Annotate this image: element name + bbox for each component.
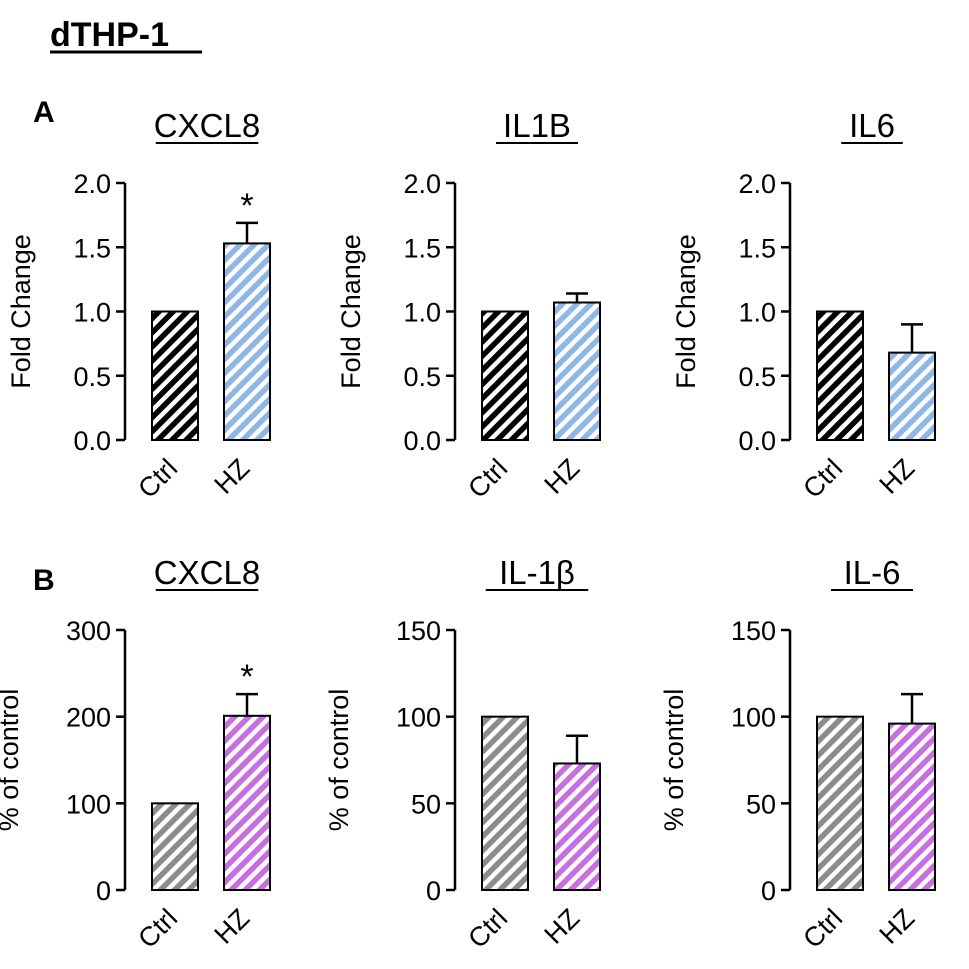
bar-ctrl <box>481 715 529 892</box>
chart-title: CXCL8 <box>154 554 260 591</box>
y-tick-label: 2.0 <box>73 169 111 199</box>
category-label: HZ <box>874 903 921 950</box>
y-tick-label: 50 <box>411 789 441 819</box>
category-label: Ctrl <box>797 903 848 954</box>
y-tick-label: 300 <box>66 616 111 646</box>
y-tick-label: 150 <box>731 616 776 646</box>
y-axis-label: % of control <box>0 689 24 832</box>
chart-b-2: IL-1β 0 50 100 150 % of control Ctrl HZ <box>324 554 601 954</box>
y-tick-label: 1.5 <box>403 233 441 263</box>
y-tick-label: 1.0 <box>73 298 111 328</box>
category-label: Ctrl <box>132 903 183 954</box>
bar-ctrl <box>816 715 864 892</box>
y-tick-label: 2.0 <box>403 169 441 199</box>
category-label: HZ <box>209 453 256 500</box>
bar-ctrl <box>481 310 529 441</box>
y-axis-label: Fold Change <box>6 234 36 389</box>
chart-a-2: IL1B 0.0 0.5 1.0 1.5 2.0 Fold Change Ctrl HZ <box>336 107 601 504</box>
y-axis-label: Fold Change <box>336 234 366 389</box>
y-axis-label: Fold Change <box>671 234 701 389</box>
y-tick-label: 0 <box>761 876 776 906</box>
chart-b-3: IL-6 0 50 100 150 % of control Ctrl HZ <box>659 554 936 954</box>
y-tick-label: 1.5 <box>73 233 111 263</box>
y-tick-label: 100 <box>66 789 111 819</box>
bar-ctrl <box>151 310 199 441</box>
panel-label-a: A <box>33 96 55 129</box>
y-axis-label: % of control <box>324 689 354 832</box>
bar-ctrl <box>816 310 864 441</box>
significance-marker: * <box>240 658 253 696</box>
figure-title: dTHP-1 <box>50 16 169 54</box>
chart-b-1: CXCL8 0 100 200 300 % of control Ctrl * HZ <box>0 554 271 954</box>
y-tick-label: 50 <box>746 789 776 819</box>
y-tick-label: 0.5 <box>73 362 111 392</box>
y-tick-label: 0 <box>426 876 441 906</box>
y-tick-label: 200 <box>66 703 111 733</box>
category-label: Ctrl <box>462 903 513 954</box>
category-label: HZ <box>539 903 586 950</box>
category-label: HZ <box>874 453 921 500</box>
bar-ctrl <box>151 802 199 891</box>
bar-hz <box>223 242 271 441</box>
bar-hz <box>553 301 601 441</box>
chart-title: CXCL8 <box>154 107 260 144</box>
category-label: HZ <box>539 453 586 500</box>
y-tick-label: 150 <box>396 616 441 646</box>
y-tick-label: 0.0 <box>403 426 441 456</box>
bar-hz <box>223 714 271 891</box>
panel-label-b: B <box>33 564 55 597</box>
chart-title: IL-6 <box>844 554 901 591</box>
chart-a-3: IL6 0.0 0.5 1.0 1.5 2.0 Fold Change Ctrl HZ <box>671 107 936 504</box>
chart-a-1: CXCL8 0.0 0.5 1.0 1.5 2.0 Fold Change Ctrl * HZ <box>6 107 271 504</box>
chart-title: IL1B <box>503 107 571 144</box>
chart-title: IL-1β <box>499 554 575 591</box>
y-tick-label: 1.5 <box>738 233 776 263</box>
y-tick-label: 100 <box>396 703 441 733</box>
bar-hz <box>553 762 601 892</box>
y-tick-label: 1.0 <box>738 298 776 328</box>
bar-hz <box>888 351 936 441</box>
y-tick-label: 0.0 <box>738 426 776 456</box>
y-tick-label: 0 <box>96 876 111 906</box>
y-tick-label: 0.5 <box>403 362 441 392</box>
category-label: Ctrl <box>462 453 513 504</box>
y-tick-label: 0.0 <box>73 426 111 456</box>
chart-title: IL6 <box>849 107 895 144</box>
y-tick-label: 1.0 <box>403 298 441 328</box>
y-tick-label: 2.0 <box>738 169 776 199</box>
significance-marker: * <box>240 187 253 225</box>
category-label: HZ <box>209 903 256 950</box>
category-label: Ctrl <box>797 453 848 504</box>
bar-hz <box>888 722 936 891</box>
y-tick-label: 100 <box>731 703 776 733</box>
y-axis-label: % of control <box>659 689 689 832</box>
category-label: Ctrl <box>132 453 183 504</box>
y-tick-label: 0.5 <box>738 362 776 392</box>
